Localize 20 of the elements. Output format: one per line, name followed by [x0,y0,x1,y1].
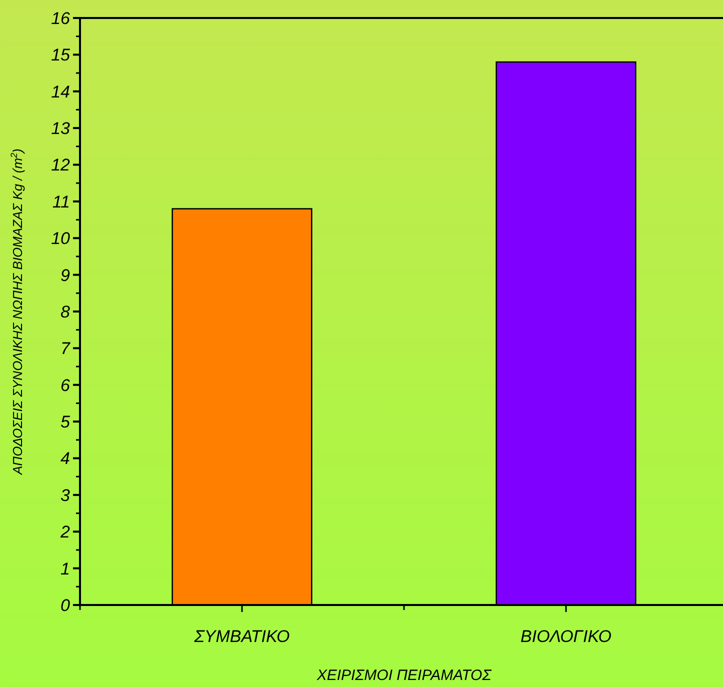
y-tick-label: 4 [60,449,70,468]
y-tick-label: 10 [51,229,71,248]
y-tick-label: 5 [60,412,71,432]
x-tick-label: ΒΙΟΛΟΓΙΚΟ [520,627,612,646]
x-tick-label: ΣΥΜΒΑΤΙΚΟ [193,627,290,646]
y-tick-label: 6 [60,376,71,395]
y-tick-label: 11 [52,192,70,212]
y-tick-label: 7 [60,339,71,358]
y-tick-label: 12 [51,156,71,175]
y-tick-label: 16 [51,8,71,28]
y-tick-label: 3 [60,486,71,505]
y-tick-label: 0 [60,596,71,615]
y-tick-label: 9 [60,266,71,285]
y-tick-label: 8 [60,302,71,322]
x-axis-title: ΧΕΙΡΙΣΜΟΙ ΠΕΙΡΑΜΑΤΟΣ [316,667,492,684]
y-tick-label: 14 [51,82,70,102]
y-tick-label: 1 [60,559,70,578]
y-tick-label: 15 [51,46,71,65]
y-tick-label: 13 [51,119,71,138]
y-tick-label: 2 [60,522,71,542]
